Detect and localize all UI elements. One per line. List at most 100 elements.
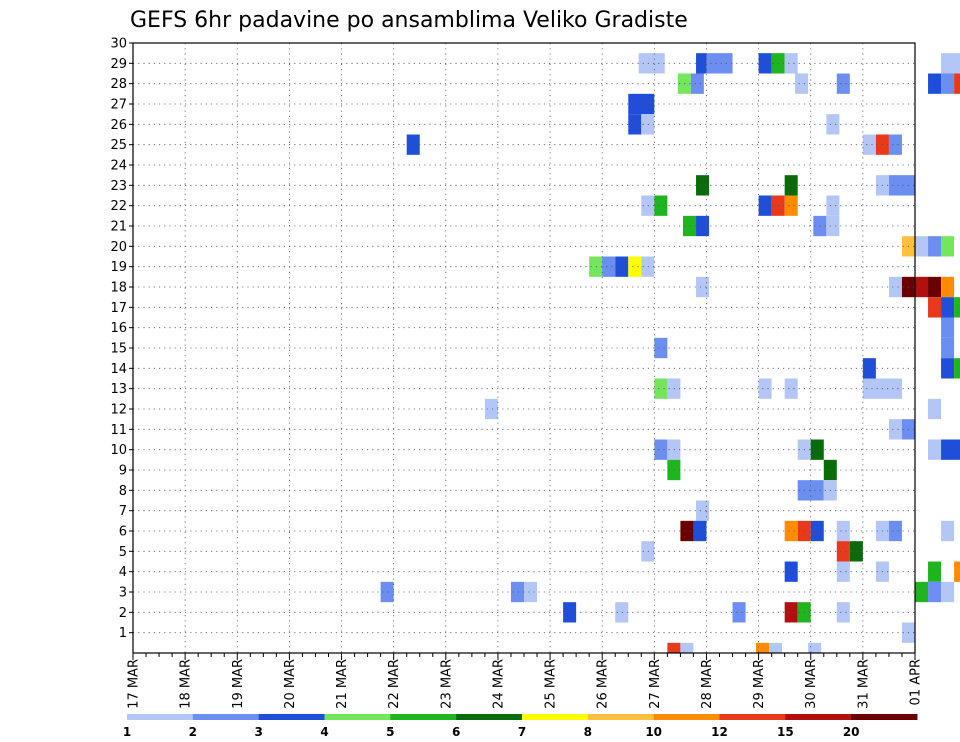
legend-label: 12 <box>711 725 728 739</box>
legend-swatch <box>127 714 194 720</box>
y-tick-label: 24 <box>110 159 127 174</box>
plume-cell <box>769 642 783 653</box>
plume-cell <box>954 358 960 379</box>
legend-label: 1 <box>123 725 131 739</box>
plume-cell <box>484 398 498 420</box>
legend-label: 15 <box>777 725 794 739</box>
y-tick-label: 15 <box>110 342 127 357</box>
y-tick-label: 19 <box>110 260 127 275</box>
legend-label: 2 <box>189 725 197 739</box>
x-tick-label: 17 MAR <box>127 659 142 709</box>
plume-cell <box>928 297 942 318</box>
plume-cell <box>808 642 822 653</box>
legend-swatch <box>324 714 391 720</box>
grid-lines <box>133 43 915 653</box>
legend-swatch <box>192 714 260 720</box>
x-tick-label: 29 MAR <box>752 659 767 709</box>
legend-swatch <box>785 714 852 720</box>
plume-cell <box>524 581 538 603</box>
plume-cell <box>928 73 942 94</box>
legend-label: 6 <box>452 725 460 739</box>
plume-cell <box>784 602 798 623</box>
x-tick-label: 31 MAR <box>856 659 871 709</box>
y-tick-label: 29 <box>110 57 127 72</box>
plume-cell <box>915 276 929 298</box>
plume-cell <box>826 215 840 237</box>
plume-cell <box>758 195 772 216</box>
plume-cell <box>888 276 902 298</box>
y-tick-label: 25 <box>110 138 127 153</box>
x-tick-label: 24 MAR <box>491 659 506 709</box>
legend-swatch <box>653 714 720 720</box>
plume-cell <box>654 337 668 359</box>
y-tick-label: 11 <box>110 423 127 438</box>
plume-cell <box>654 378 668 399</box>
plume-cell <box>654 195 668 216</box>
axes: 1234567891011121314151617181920212223242… <box>110 37 923 709</box>
plume-cell <box>941 581 955 603</box>
legend-swatch <box>587 714 655 720</box>
plume-cell <box>784 53 798 74</box>
y-tick-label: 23 <box>110 179 127 194</box>
x-tick-label: 27 MAR <box>648 659 663 709</box>
plume-cell <box>784 520 798 542</box>
plume-cell <box>667 642 681 653</box>
plume-cell <box>696 175 710 196</box>
y-tick-label: 27 <box>110 98 127 113</box>
y-tick-label: 10 <box>110 443 127 458</box>
y-tick-label: 7 <box>119 504 127 519</box>
plume-cell <box>928 581 942 603</box>
x-tick-label: 25 MAR <box>544 659 559 709</box>
plume-cell <box>706 53 733 74</box>
plume-cell <box>836 541 850 562</box>
plume-cell <box>795 73 809 94</box>
y-tick-label: 12 <box>110 403 127 418</box>
plume-cell <box>680 642 694 653</box>
plume-cell <box>732 602 746 623</box>
plume-cell <box>654 439 668 460</box>
x-tick-label: 18 MAR <box>179 659 194 709</box>
plume-cell <box>941 276 955 298</box>
y-tick-label: 9 <box>119 464 127 479</box>
plume-cell <box>928 276 942 298</box>
plume-cell <box>941 317 955 338</box>
chart-title: GEFS 6hr padavine po ansamblima Veliko G… <box>130 8 688 33</box>
plume-cell <box>696 53 707 74</box>
plume-cell <box>510 581 524 603</box>
y-tick-label: 1 <box>119 626 127 641</box>
plume-cell <box>941 73 955 94</box>
plume-cells <box>380 53 960 653</box>
legend-swatch <box>522 714 589 720</box>
plume-cell <box>915 236 929 257</box>
plume-cell <box>954 297 960 318</box>
plume-cell <box>928 561 942 582</box>
plume-cell <box>690 73 704 94</box>
y-tick-label: 20 <box>110 240 127 255</box>
legend-label: 20 <box>843 725 860 739</box>
y-tick-label: 13 <box>110 382 127 397</box>
plume-cell <box>888 134 902 155</box>
x-tick-label: 23 MAR <box>439 659 454 709</box>
plume-cell <box>954 561 960 582</box>
plume-cell <box>928 398 942 420</box>
y-tick-label: 17 <box>110 301 127 316</box>
legend-label: 10 <box>645 725 662 739</box>
plume-cell <box>928 439 942 460</box>
plume-cell <box>826 195 840 216</box>
plume-cell <box>628 93 655 115</box>
plume-cell <box>941 520 955 542</box>
y-tick-label: 22 <box>110 199 127 214</box>
y-tick-label: 6 <box>119 525 127 540</box>
y-tick-label: 16 <box>110 321 127 336</box>
legend-label: 4 <box>320 725 328 739</box>
plume-cell <box>680 520 694 542</box>
plume-cell <box>888 175 915 196</box>
plume-cell <box>784 378 798 399</box>
plume-cell <box>784 561 798 582</box>
legend-swatch <box>456 714 523 720</box>
y-tick-label: 21 <box>110 220 127 235</box>
color-legend: 1 2 3 4 5 6 7 8 10 12 15 20 <box>123 714 918 739</box>
y-tick-label: 8 <box>119 484 127 499</box>
plume-cell <box>810 520 824 542</box>
